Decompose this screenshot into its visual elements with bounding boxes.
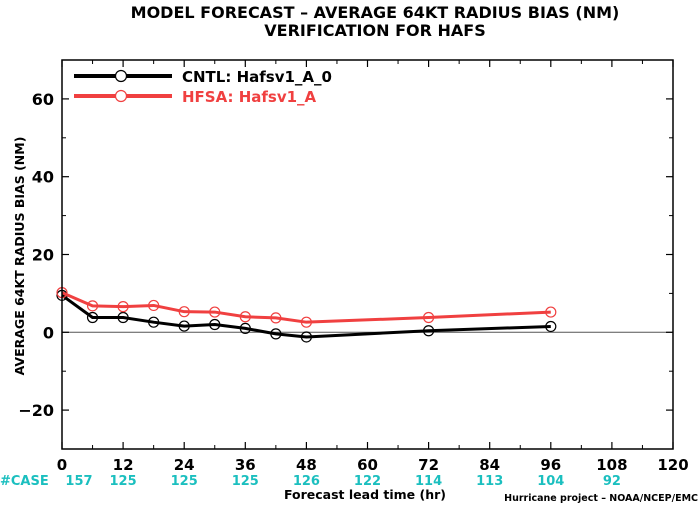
x-tick-label: 60 (357, 456, 378, 474)
x-tick-label: 84 (479, 456, 500, 474)
x-tick-label: 120 (657, 456, 688, 474)
case-count-value: 122 (354, 474, 381, 489)
chart-title: MODEL FORECAST – AVERAGE 64KT RADIUS BIA… (131, 3, 620, 22)
data-point-cntl (178, 320, 190, 332)
case-count-value: 125 (171, 474, 198, 489)
data-point-cntl (270, 328, 282, 340)
legend-label-cntl: CNTL: Hafsv1_A_0 (182, 68, 332, 86)
x-axis-label: Forecast lead time (hr) (284, 487, 446, 502)
data-point-cntl (117, 311, 129, 324)
data-point-hfsa (239, 311, 251, 323)
x-tick-label: 12 (113, 456, 134, 474)
x-tick-label: 36 (235, 456, 256, 474)
data-point-cntl (300, 331, 312, 343)
y-tick-label: 20 (32, 246, 54, 265)
case-count-value: 125 (110, 474, 137, 489)
case-count-value: 157 (65, 474, 92, 489)
data-point-cntl (209, 318, 221, 331)
series-line-hfsa (61, 291, 551, 324)
data-point-hfsa (270, 312, 282, 324)
legend-marker-hfsa (114, 89, 128, 103)
data-point-cntl (86, 311, 99, 324)
case-count-value: 104 (537, 474, 564, 489)
data-point-hfsa (117, 301, 129, 313)
x-tick-label: 48 (296, 456, 317, 474)
x-tick-label: 24 (174, 456, 195, 474)
data-point-cntl (545, 320, 557, 333)
case-count-value: 113 (476, 474, 503, 489)
chart-subtitle: VERIFICATION FOR HAFS (264, 21, 485, 40)
case-count-value: 114 (415, 474, 442, 489)
series-line-cntl (61, 294, 551, 339)
data-point-cntl (423, 325, 435, 337)
data-point-hfsa (209, 306, 221, 318)
legend-marker-cntl (114, 69, 128, 83)
y-axis-label: AVERAGE 64KT RADIUS BIAS (NM) (12, 137, 27, 376)
legend-label-hfsa: HFSA: Hafsv1_A (182, 88, 317, 106)
case-count-label: #CASE (0, 474, 49, 489)
y-tick-label: 60 (32, 90, 54, 109)
x-tick-label: 72 (418, 456, 439, 474)
data-point-cntl (148, 316, 160, 328)
y-tick-label: 40 (32, 168, 54, 187)
x-tick-label: 96 (540, 456, 561, 474)
x-tick-label: 108 (596, 456, 627, 474)
data-point-hfsa (545, 306, 557, 318)
credit-text: Hurricane project – NOAA/NCEP/EMC (504, 493, 698, 504)
case-count-value: 126 (293, 474, 320, 489)
y-tick-label: 0 (43, 323, 54, 342)
legend: CNTL: Hafsv1_A_0 HFSA: Hafsv1_A (74, 68, 332, 106)
case-count-value: 125 (232, 474, 259, 489)
data-point-hfsa (423, 311, 435, 324)
data-point-cntl (239, 322, 251, 335)
data-point-hfsa (148, 299, 160, 312)
y-tick-label: −20 (18, 401, 54, 420)
data-point-hfsa (86, 300, 99, 312)
case-count-value: 92 (603, 474, 621, 489)
data-point-hfsa (300, 316, 312, 328)
data-point-hfsa (178, 306, 190, 318)
x-tick-label: 0 (57, 456, 67, 474)
plot-frame (61, 59, 674, 450)
